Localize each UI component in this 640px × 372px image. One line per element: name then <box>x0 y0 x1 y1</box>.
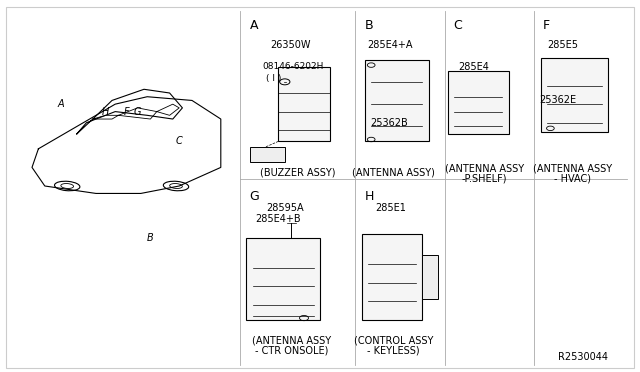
Text: - CTR ONSOLE): - CTR ONSOLE) <box>255 346 328 355</box>
Ellipse shape <box>54 181 80 191</box>
Text: H: H <box>102 107 109 116</box>
Text: (ANTENNA ASSY): (ANTENNA ASSY) <box>352 168 435 178</box>
FancyBboxPatch shape <box>448 71 509 134</box>
Text: 285E5: 285E5 <box>548 40 579 49</box>
FancyBboxPatch shape <box>541 58 608 132</box>
FancyBboxPatch shape <box>250 147 285 162</box>
Text: -P.SHELF): -P.SHELF) <box>461 173 508 183</box>
Text: F: F <box>543 19 550 32</box>
Text: 285E1: 285E1 <box>375 203 406 213</box>
Text: 25362E: 25362E <box>540 96 577 105</box>
Text: ( I ): ( I ) <box>266 74 281 83</box>
Ellipse shape <box>163 181 189 191</box>
Text: 25362B: 25362B <box>371 118 408 128</box>
FancyBboxPatch shape <box>278 67 330 141</box>
Text: G: G <box>134 107 141 116</box>
Ellipse shape <box>61 183 74 189</box>
Text: B: B <box>365 19 373 32</box>
Text: - HVAC): - HVAC) <box>554 173 591 183</box>
Text: H: H <box>365 190 374 203</box>
FancyBboxPatch shape <box>422 255 438 299</box>
Text: A: A <box>58 99 64 109</box>
Text: (BUZZER ASSY): (BUZZER ASSY) <box>260 168 335 178</box>
Text: 285E4: 285E4 <box>458 62 489 72</box>
Text: 285E4+B: 285E4+B <box>255 215 301 224</box>
Text: (CONTROL ASSY: (CONTROL ASSY <box>354 336 433 345</box>
Text: R2530044: R2530044 <box>558 352 608 362</box>
Text: F: F <box>124 107 129 116</box>
Ellipse shape <box>170 183 182 189</box>
Text: (ANTENNA ASSY: (ANTENNA ASSY <box>445 163 524 173</box>
Text: G: G <box>250 190 259 203</box>
Text: C: C <box>176 137 182 146</box>
Text: 28595A: 28595A <box>266 203 303 213</box>
Text: 08146-6202H: 08146-6202H <box>262 62 324 71</box>
Text: 285E4+A: 285E4+A <box>367 40 413 49</box>
FancyBboxPatch shape <box>246 238 320 320</box>
Text: (ANTENNA ASSY: (ANTENNA ASSY <box>252 336 331 345</box>
FancyBboxPatch shape <box>365 60 429 141</box>
FancyBboxPatch shape <box>362 234 422 320</box>
Text: C: C <box>453 19 462 32</box>
Text: 26350W: 26350W <box>270 40 310 49</box>
Text: B: B <box>147 233 154 243</box>
Text: - KEYLESS): - KEYLESS) <box>367 346 420 355</box>
Text: (ANTENNA ASSY: (ANTENNA ASSY <box>533 163 612 173</box>
Text: A: A <box>250 19 258 32</box>
